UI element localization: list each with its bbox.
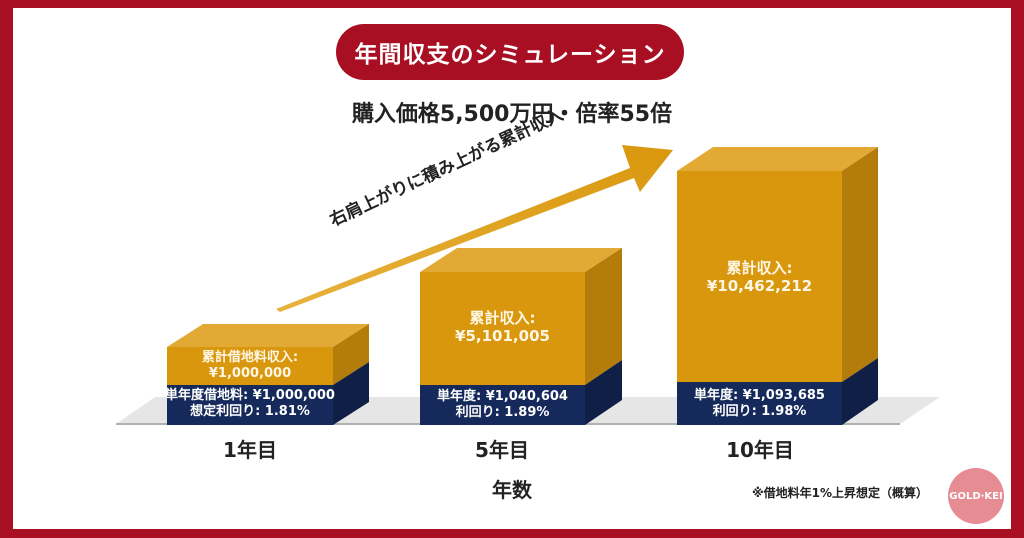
- bar-3-yield-line: 利回り: 1.98%: [712, 403, 807, 419]
- bar-1-cumulative-value: ¥1,000,000: [208, 365, 292, 381]
- bar-2-cumulative-title: 累計収入:: [469, 309, 536, 327]
- bar-2-cumulative-value: ¥5,101,005: [455, 327, 550, 345]
- x-tick-1: 1年目: [223, 438, 277, 462]
- bar-2-cumulative: 累計収入: ¥5,101,005: [420, 309, 585, 345]
- trend-arrow-icon: [276, 145, 673, 312]
- chart-subtitle: 購入価格5,500万円・倍率55倍: [351, 102, 673, 127]
- brand-logo: GOLD·KEI: [948, 468, 1004, 524]
- bar-1-annual-line: 単年度借地料: ¥1,000,000: [165, 388, 335, 403]
- bar-3-cumulative: 累計収入: ¥10,462,212: [677, 259, 842, 295]
- x-tick-10: 10年目: [726, 438, 794, 462]
- bar-1-annual: 単年度借地料: ¥1,000,000 想定利回り: 1.81%: [165, 388, 335, 419]
- bar-3-cumulative-title: 累計収入:: [726, 259, 793, 277]
- bar-1-cumulative: 累計借地料収入: ¥1,000,000: [167, 350, 333, 381]
- bar-1-box: [167, 324, 369, 425]
- x-axis-label: 年数: [492, 478, 532, 502]
- footnote: ※借地料年1%上昇想定（概算）: [752, 486, 929, 500]
- bar-2-annual-line: 単年度: ¥1,040,604: [437, 389, 568, 404]
- chart-title: 年間収支のシミュレーション: [336, 24, 684, 80]
- bar-3-annual: 単年度: ¥1,093,685 利回り: 1.98%: [677, 388, 842, 419]
- bar-3-box: [677, 147, 878, 425]
- bar-3-cumulative-value: ¥10,462,212: [706, 277, 813, 295]
- bar-2-yield-line: 利回り: 1.89%: [455, 404, 550, 420]
- bar-3-annual-line: 単年度: ¥1,093,685: [694, 388, 825, 403]
- bar-1-cumulative-title: 累計借地料収入:: [201, 350, 299, 365]
- x-tick-5: 5年目: [475, 438, 529, 462]
- bar-2-annual: 単年度: ¥1,040,604 利回り: 1.89%: [420, 389, 585, 420]
- bar-1-yield-line: 想定利回り: 1.81%: [190, 403, 310, 419]
- bar-2-box: [420, 248, 622, 425]
